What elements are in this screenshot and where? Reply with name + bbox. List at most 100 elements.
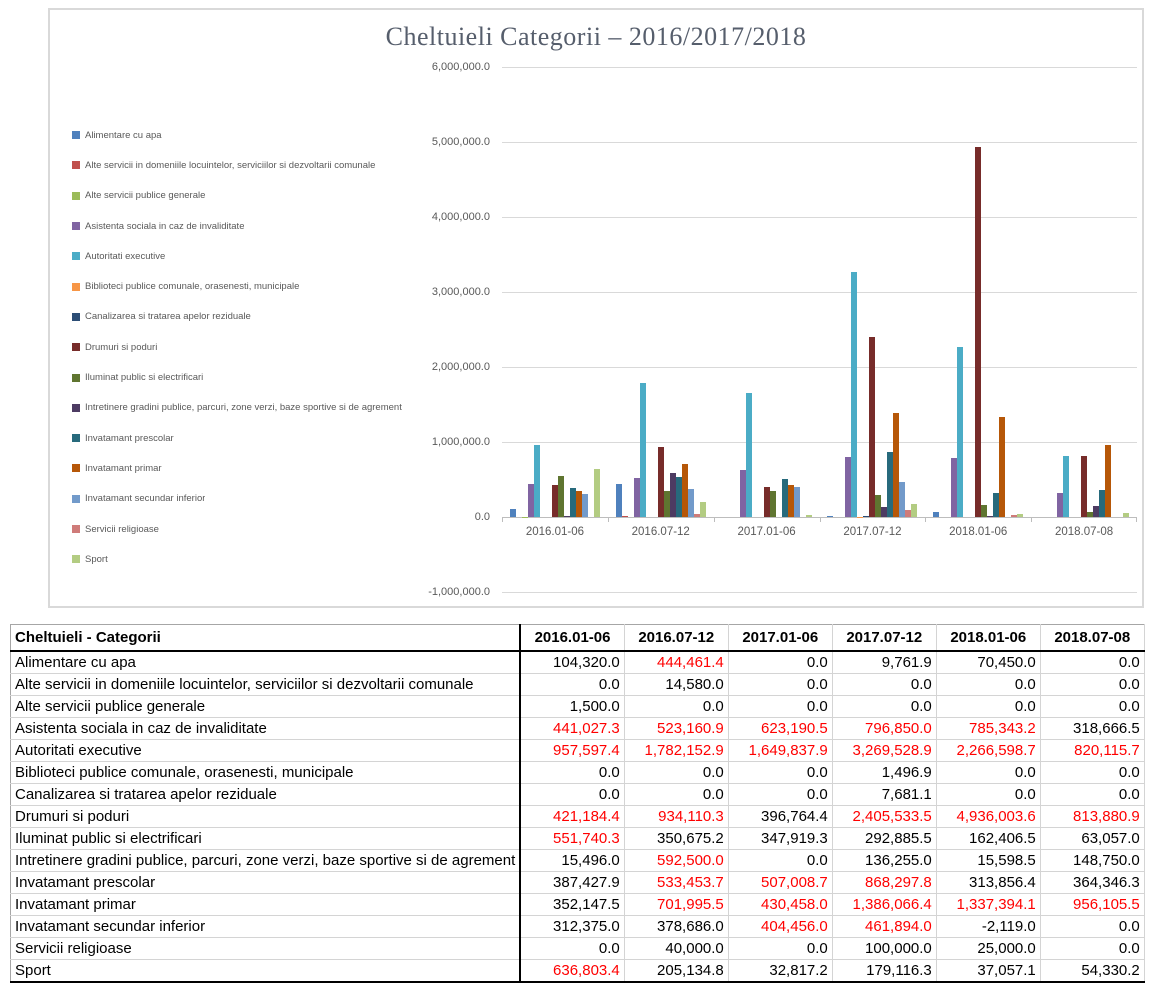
row-label-cell[interactable]: Asistenta sociala in caz de invaliditate	[11, 718, 521, 740]
value-cell[interactable]: 378,686.0	[624, 916, 728, 938]
row-label-cell[interactable]: Servicii religioase	[11, 938, 521, 960]
value-cell[interactable]: 956,105.5	[1040, 894, 1144, 916]
value-cell[interactable]: 0.0	[624, 762, 728, 784]
value-cell[interactable]: 1,496.9	[832, 762, 936, 784]
chart-bar[interactable]	[700, 502, 706, 517]
chart-bar[interactable]	[1123, 513, 1129, 517]
row-label-cell[interactable]: Sport	[11, 960, 521, 983]
value-cell[interactable]: 37,057.1	[936, 960, 1040, 983]
chart-bar[interactable]	[1063, 456, 1069, 518]
value-cell[interactable]: 4,936,003.6	[936, 806, 1040, 828]
chart-bar[interactable]	[688, 489, 694, 517]
value-cell[interactable]: 404,456.0	[728, 916, 832, 938]
row-label-cell[interactable]: Canalizarea si tratarea apelor reziduale	[11, 784, 521, 806]
chart-bar[interactable]	[999, 417, 1005, 517]
value-cell[interactable]: 523,160.9	[624, 718, 728, 740]
value-cell[interactable]: 162,406.5	[936, 828, 1040, 850]
table-header-period-1[interactable]: 2016.01-06	[520, 625, 624, 652]
chart-bar[interactable]	[794, 487, 800, 517]
value-cell[interactable]: 0.0	[728, 784, 832, 806]
value-cell[interactable]: 0.0	[728, 651, 832, 674]
value-cell[interactable]: 0.0	[936, 762, 1040, 784]
value-cell[interactable]: 0.0	[936, 674, 1040, 696]
value-cell[interactable]: 0.0	[624, 784, 728, 806]
value-cell[interactable]: 40,000.0	[624, 938, 728, 960]
row-label-cell[interactable]: Invatamant secundar inferior	[11, 916, 521, 938]
value-cell[interactable]: 387,427.9	[520, 872, 624, 894]
value-cell[interactable]: 0.0	[728, 762, 832, 784]
value-cell[interactable]: 136,255.0	[832, 850, 936, 872]
value-cell[interactable]: 592,500.0	[624, 850, 728, 872]
value-cell[interactable]: 820,115.7	[1040, 740, 1144, 762]
value-cell[interactable]: 796,850.0	[832, 718, 936, 740]
value-cell[interactable]: 63,057.0	[1040, 828, 1144, 850]
value-cell[interactable]: 0.0	[728, 850, 832, 872]
value-cell[interactable]: 396,764.4	[728, 806, 832, 828]
value-cell[interactable]: 868,297.8	[832, 872, 936, 894]
value-cell[interactable]: 0.0	[1040, 696, 1144, 718]
value-cell[interactable]: 25,000.0	[936, 938, 1040, 960]
value-cell[interactable]: 0.0	[936, 696, 1040, 718]
value-cell[interactable]: 70,450.0	[936, 651, 1040, 674]
chart-bar[interactable]	[1081, 456, 1087, 517]
table-header-period-4[interactable]: 2017.07-12	[832, 625, 936, 652]
value-cell[interactable]: 0.0	[728, 938, 832, 960]
row-label-cell[interactable]: Invatamant primar	[11, 894, 521, 916]
value-cell[interactable]: 636,803.4	[520, 960, 624, 983]
value-cell[interactable]: 441,027.3	[520, 718, 624, 740]
value-cell[interactable]: 9,761.9	[832, 651, 936, 674]
value-cell[interactable]: 957,597.4	[520, 740, 624, 762]
chart-bar[interactable]	[869, 337, 875, 517]
chart-bar[interactable]	[616, 484, 622, 517]
value-cell[interactable]: 14,580.0	[624, 674, 728, 696]
value-cell[interactable]: 430,458.0	[728, 894, 832, 916]
value-cell[interactable]: 533,453.7	[624, 872, 728, 894]
value-cell[interactable]: 934,110.3	[624, 806, 728, 828]
value-cell[interactable]: 54,330.2	[1040, 960, 1144, 983]
value-cell[interactable]: 0.0	[728, 696, 832, 718]
value-cell[interactable]: 0.0	[520, 762, 624, 784]
value-cell[interactable]: 507,008.7	[728, 872, 832, 894]
chart-bar[interactable]	[582, 494, 588, 517]
chart-bar[interactable]	[640, 383, 646, 517]
chart-bar[interactable]	[911, 504, 917, 517]
value-cell[interactable]: 2,405,533.5	[832, 806, 936, 828]
value-cell[interactable]: 813,880.9	[1040, 806, 1144, 828]
row-label-cell[interactable]: Autoritati executive	[11, 740, 521, 762]
value-cell[interactable]: 1,386,066.4	[832, 894, 936, 916]
value-cell[interactable]: 0.0	[1040, 762, 1144, 784]
value-cell[interactable]: 205,134.8	[624, 960, 728, 983]
value-cell[interactable]: 364,346.3	[1040, 872, 1144, 894]
value-cell[interactable]: -2,119.0	[936, 916, 1040, 938]
value-cell[interactable]: 444,461.4	[624, 651, 728, 674]
row-label-cell[interactable]: Alte servicii publice generale	[11, 696, 521, 718]
value-cell[interactable]: 0.0	[728, 674, 832, 696]
value-cell[interactable]: 3,269,528.9	[832, 740, 936, 762]
row-label-cell[interactable]: Alte servicii in domeniile locuintelor, …	[11, 674, 521, 696]
value-cell[interactable]: 0.0	[1040, 651, 1144, 674]
value-cell[interactable]: 100,000.0	[832, 938, 936, 960]
row-label-cell[interactable]: Intretinere gradini publice, parcuri, zo…	[11, 850, 521, 872]
table-header-period-6[interactable]: 2018.07-08	[1040, 625, 1144, 652]
value-cell[interactable]: 312,375.0	[520, 916, 624, 938]
chart-bar[interactable]	[770, 491, 776, 517]
value-cell[interactable]: 0.0	[520, 938, 624, 960]
chart-bar[interactable]	[933, 512, 939, 517]
value-cell[interactable]: 623,190.5	[728, 718, 832, 740]
value-cell[interactable]: 292,885.5	[832, 828, 936, 850]
value-cell[interactable]: 0.0	[1040, 938, 1144, 960]
chart-bar[interactable]	[1105, 445, 1111, 517]
value-cell[interactable]: 0.0	[520, 674, 624, 696]
chart-bar[interactable]	[746, 393, 752, 517]
chart-bar[interactable]	[957, 347, 963, 517]
value-cell[interactable]: 7,681.1	[832, 784, 936, 806]
table-header-period-5[interactable]: 2018.01-06	[936, 625, 1040, 652]
value-cell[interactable]: 0.0	[1040, 784, 1144, 806]
chart-bar[interactable]	[558, 476, 564, 517]
chart-bar[interactable]	[806, 515, 812, 517]
value-cell[interactable]: 148,750.0	[1040, 850, 1144, 872]
value-cell[interactable]: 0.0	[1040, 674, 1144, 696]
chart-bar[interactable]	[534, 445, 540, 517]
value-cell[interactable]: 350,675.2	[624, 828, 728, 850]
